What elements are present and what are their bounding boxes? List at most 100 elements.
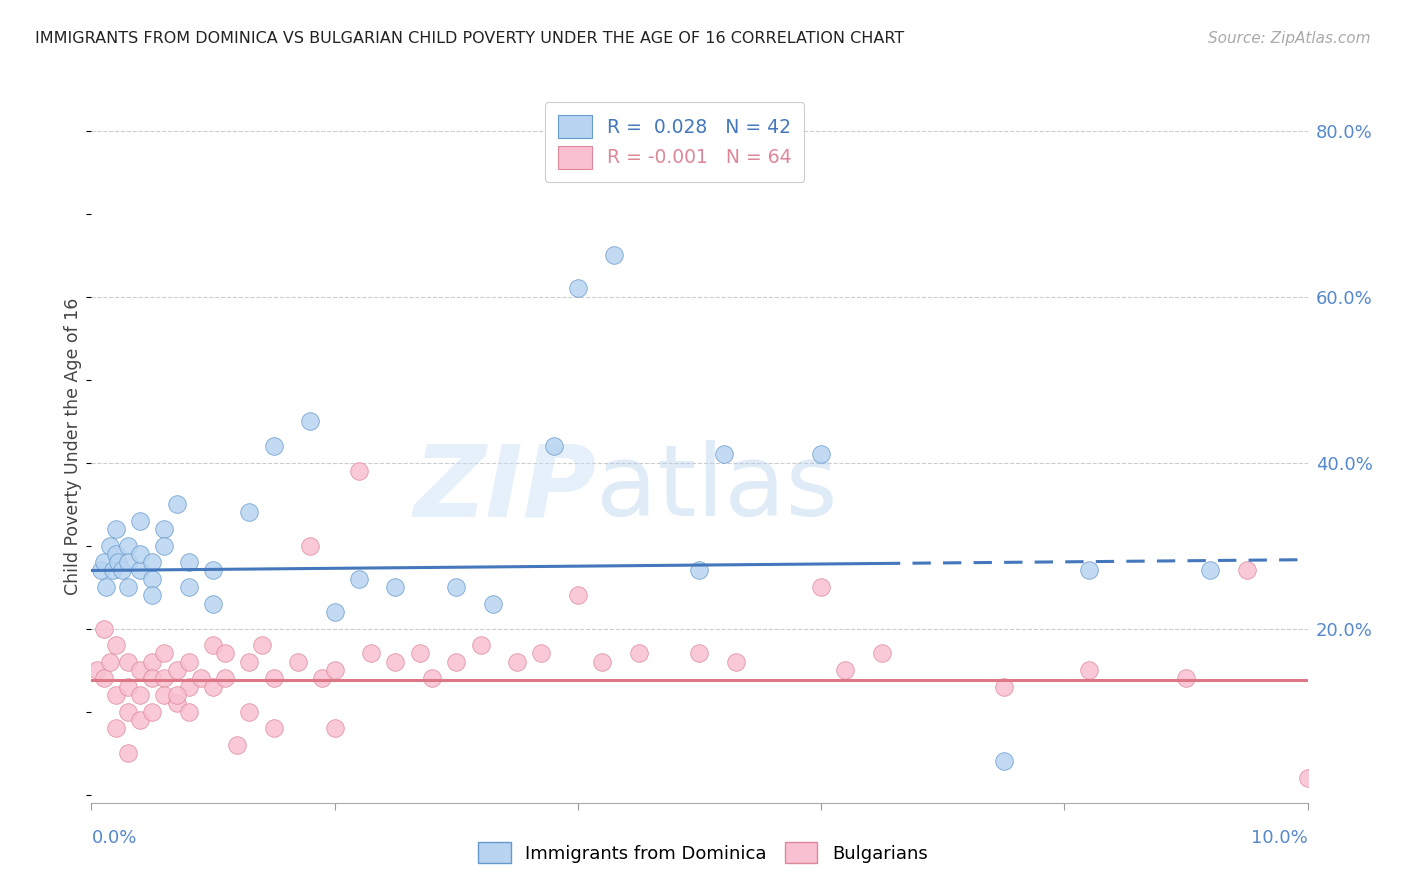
Point (93, 622, 115, 636)
Point (347, 464, 370, 478)
Point (86, 663, 108, 677)
Point (323, 663, 346, 677)
Point (603, 248, 626, 262)
Point (166, 663, 188, 677)
Text: 10.0%: 10.0% (1251, 829, 1308, 847)
Point (724, 655, 747, 669)
Text: 0.0%: 0.0% (91, 829, 136, 847)
Point (627, 647, 650, 661)
Legend: R =  0.028   N = 42, R = -0.001   N = 64: R = 0.028 N = 42, R = -0.001 N = 64 (544, 103, 804, 182)
Point (567, 588, 589, 602)
Point (153, 539, 176, 553)
Point (263, 671, 285, 685)
Text: ZIP: ZIP (413, 441, 596, 537)
Point (98, 539, 121, 553)
Point (1236, 564, 1258, 578)
Point (153, 647, 176, 661)
Point (153, 671, 176, 685)
Text: Source: ZipAtlas.com: Source: ZipAtlas.com (1208, 31, 1371, 46)
Point (117, 705, 139, 719)
Point (117, 680, 139, 694)
Point (129, 547, 152, 561)
Point (688, 647, 710, 661)
Point (1077, 663, 1099, 677)
Point (104, 721, 127, 735)
Point (238, 655, 260, 669)
Point (129, 663, 152, 677)
Point (177, 705, 200, 719)
Point (810, 580, 832, 594)
Point (870, 647, 893, 661)
Point (993, 680, 1015, 694)
Point (117, 746, 139, 760)
Point (470, 638, 492, 652)
Point (263, 439, 285, 453)
Point (202, 564, 225, 578)
Point (226, 738, 249, 752)
Legend: Immigrants from Dominica, Bulgarians: Immigrants from Dominica, Bulgarians (470, 833, 936, 872)
Point (129, 514, 152, 528)
Point (323, 721, 346, 735)
Point (202, 638, 225, 652)
Point (166, 497, 188, 511)
Point (107, 555, 129, 569)
Point (104, 547, 127, 561)
Point (141, 588, 163, 602)
Point (104, 638, 127, 652)
Point (1296, 771, 1319, 785)
Point (250, 638, 273, 652)
Point (688, 564, 710, 578)
Point (117, 655, 139, 669)
Point (834, 663, 856, 677)
Point (347, 572, 370, 586)
Point (141, 655, 163, 669)
Point (104, 688, 127, 702)
Point (591, 655, 613, 669)
Point (567, 281, 589, 295)
Point (444, 655, 467, 669)
Point (263, 721, 285, 735)
Point (190, 671, 212, 685)
Point (117, 539, 139, 553)
Point (384, 655, 406, 669)
Point (481, 597, 503, 611)
Point (530, 647, 553, 661)
Point (129, 688, 152, 702)
Point (104, 522, 127, 536)
Point (323, 605, 346, 619)
Point (166, 696, 188, 710)
Point (214, 647, 236, 661)
Point (117, 580, 139, 594)
Point (177, 680, 200, 694)
Point (93, 671, 115, 685)
Point (1174, 671, 1197, 685)
Point (311, 671, 333, 685)
Point (238, 705, 260, 719)
Y-axis label: Child Poverty Under the Age of 16: Child Poverty Under the Age of 16 (63, 297, 82, 595)
Point (177, 555, 200, 569)
Point (420, 671, 443, 685)
Point (177, 655, 200, 669)
Point (103, 564, 125, 578)
Point (444, 580, 467, 594)
Point (153, 522, 176, 536)
Point (360, 647, 382, 661)
Point (214, 671, 236, 685)
Point (287, 655, 309, 669)
Text: atlas: atlas (596, 441, 838, 537)
Point (993, 754, 1015, 768)
Point (1077, 564, 1099, 578)
Point (98, 655, 121, 669)
Point (129, 564, 152, 578)
Point (166, 688, 188, 702)
Point (93, 555, 115, 569)
Point (543, 439, 565, 453)
Point (141, 555, 163, 569)
Point (117, 555, 139, 569)
Point (177, 580, 200, 594)
Text: IMMIGRANTS FROM DOMINICA VS BULGARIAN CHILD POVERTY UNDER THE AGE OF 16 CORRELAT: IMMIGRANTS FROM DOMINICA VS BULGARIAN CH… (35, 31, 904, 46)
Point (299, 414, 322, 428)
Point (141, 705, 163, 719)
Point (141, 671, 163, 685)
Point (409, 647, 432, 661)
